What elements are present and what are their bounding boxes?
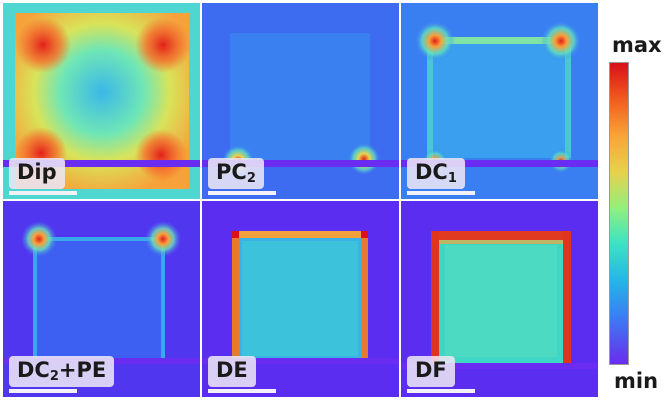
colorbar-max-label: max [612, 33, 662, 57]
panel-dc2-pe: DC2+PE [3, 201, 200, 397]
panel-de: DE [202, 201, 399, 397]
panel-pc2: PC2 [202, 3, 399, 199]
panel-label: DF [407, 356, 455, 387]
panel-label: DC1 [407, 158, 465, 189]
scale-bar [208, 389, 276, 393]
heatmap-dc1 [401, 3, 598, 199]
colorbar [609, 62, 629, 365]
colorbar-min-label: min [614, 369, 659, 393]
heatmap-dip [3, 3, 200, 199]
scale-bar [208, 191, 276, 195]
panel-dc1: DC1 [401, 3, 598, 199]
scale-bar [9, 389, 77, 393]
panel-label: Dip [9, 158, 65, 189]
panel-label: DC2+PE [9, 356, 115, 387]
panel-df: DF [401, 201, 598, 397]
scale-bar [9, 191, 77, 195]
scale-bar [407, 389, 475, 393]
panel-label: PC2 [208, 158, 264, 189]
panel-dip: Dip [3, 3, 200, 199]
panel-label: DE [208, 356, 256, 387]
scale-bar [407, 191, 475, 195]
